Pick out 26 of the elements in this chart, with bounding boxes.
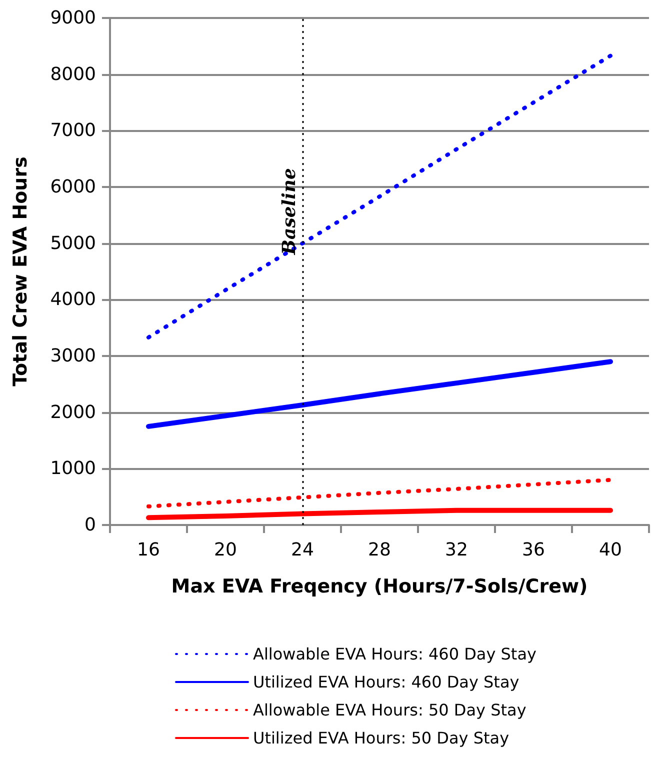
y-tick-label: 5000 [50, 232, 96, 254]
legend-label: Utilized EVA Hours: 50 Day Stay [253, 728, 510, 748]
x-tick-label: 24 [291, 540, 314, 560]
ref-line-label: Baseline [279, 168, 300, 256]
x-tick-label: 16 [137, 540, 160, 560]
x-tick-label: 28 [368, 540, 391, 560]
legend-label: Utilized EVA Hours: 460 Day Stay [253, 672, 520, 692]
x-tick-label: 36 [522, 540, 545, 560]
y-axis-title: Total Crew EVA Hours [10, 156, 32, 386]
y-tick-label: 6000 [50, 176, 96, 198]
y-tick-label: 8000 [50, 64, 96, 85]
y-tick-label: 1000 [50, 458, 96, 480]
line-series [146, 54, 612, 340]
legend-label: Allowable EVA Hours: 460 Day Stay [253, 644, 536, 664]
x-tick-label: 40 [599, 540, 622, 560]
y-tick-label: 0 [84, 514, 96, 536]
legend-label: Allowable EVA Hours: 50 Day Stay [253, 700, 526, 720]
line-series [146, 478, 612, 508]
y-tick-label: 2000 [50, 402, 96, 423]
y-tick-label: 3000 [50, 346, 96, 366]
x-tick-label: 20 [214, 540, 237, 560]
y-tick-label: 9000 [50, 8, 96, 28]
x-axis-title: Max EVA Freqency (Hours/7-Sols/Crew) [171, 576, 588, 598]
y-tick-label: 4000 [50, 289, 96, 310]
y-tick-label: 7000 [50, 120, 96, 142]
x-tick-label: 32 [445, 540, 468, 560]
